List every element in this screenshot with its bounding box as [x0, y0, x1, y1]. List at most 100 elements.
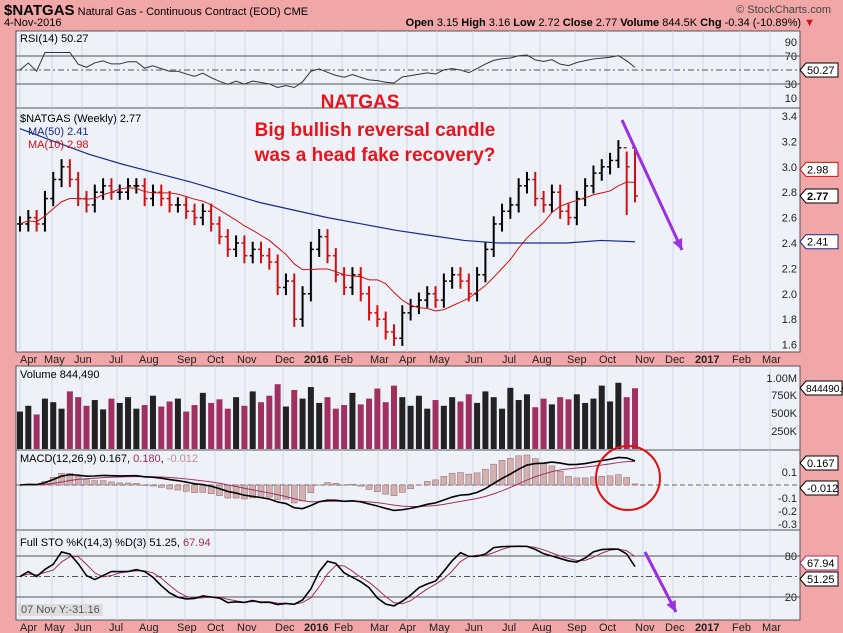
macd-histogram-bar [390, 484, 398, 496]
x-tick-label: Aug [532, 354, 552, 366]
macd-histogram-bar [66, 473, 74, 486]
stockcharts-brand[interactable]: © StockCharts.com [736, 4, 831, 16]
macd-histogram-bar [548, 465, 556, 486]
volume-bar [341, 405, 348, 449]
macd-histogram-bar [365, 484, 373, 490]
volume-bar [66, 391, 73, 449]
macd-histogram-bar [232, 484, 240, 499]
price-down-arrow [620, 119, 684, 251]
volume-bar [582, 402, 589, 449]
x-tick-label: Jun [465, 622, 483, 633]
x-tick-label: Jun [74, 622, 92, 633]
price-tick-label: 3.4 [782, 111, 797, 123]
x-tick-label: 2016 [304, 354, 328, 366]
macd-tick-label: 0.1 [782, 467, 797, 479]
x-tick-label: May [44, 354, 65, 366]
macd-histogram-bar [623, 477, 630, 486]
macd-histogram-bar [266, 484, 273, 498]
down-arrow-icon: ▼ [804, 17, 815, 29]
macd-histogram-bar [565, 476, 572, 486]
volume-bar [116, 402, 123, 449]
macd-hist-value: -0.012 [166, 453, 198, 465]
macd-histogram-bar [473, 472, 481, 486]
close-tag-box [799, 188, 839, 204]
x-tick-label: Aug [532, 622, 552, 633]
volume-bar [75, 397, 82, 449]
volume-bar [432, 400, 439, 449]
volume-bar [258, 402, 265, 449]
sto-tick-label: 80 [785, 551, 797, 563]
macd-histogram-bar [74, 476, 82, 486]
volume-bar [149, 395, 156, 449]
sto-label: Full STO %K(14,3) %D(3) 51.25, 67.94 [20, 537, 211, 549]
volume-bar [382, 402, 389, 449]
price-tick-label: 3.2 [782, 136, 797, 148]
macd-signal-line [19, 460, 636, 508]
volume-bar [332, 408, 339, 449]
volume-bar [590, 398, 597, 449]
macd-histogram-bar [241, 484, 248, 500]
macd-histogram-bar [523, 454, 531, 486]
macd-histogram-bar [291, 484, 298, 504]
macd-name: MACD(12,26,9) [20, 453, 97, 465]
volume-bar [490, 397, 497, 449]
x-tick-label: Feb [732, 354, 751, 366]
volume-bar [548, 404, 555, 449]
x-tick-label: Sep [177, 354, 197, 366]
x-tick-label: Jul [109, 622, 123, 633]
volume-bar [374, 388, 381, 449]
quote-key: Open [405, 17, 437, 29]
x-tick-label: Dec [275, 354, 295, 366]
rsi-tick-label: 90 [785, 37, 797, 49]
x-tick-label: Jun [465, 354, 483, 366]
volume-bar [291, 389, 298, 449]
macd-histogram-bar [407, 484, 414, 489]
ma50-line [19, 128, 636, 244]
quote-key: Low [513, 17, 539, 29]
volume-bar [424, 408, 431, 449]
sto-k-tag-box [799, 571, 839, 587]
macd-histogram-bar [158, 484, 165, 488]
volume-bar [307, 387, 314, 449]
x-tick-label: Sep [567, 354, 587, 366]
volume-label: Volume 844,490 [20, 369, 100, 381]
x-tick-label: Mar [370, 354, 389, 366]
x-tick-label: Sep [177, 622, 197, 633]
price-tick-label: 1.6 [782, 340, 797, 352]
volume-bar [465, 394, 472, 449]
arrow-head-icon [666, 600, 676, 612]
rsi-tick-label: 30 [785, 79, 797, 91]
macd-histogram-bar [532, 458, 539, 486]
macd-histogram-bar [108, 481, 115, 486]
macd-hist-tag: -0.012 [807, 483, 838, 495]
x-tick-label: 2016 [304, 622, 328, 633]
quote-key: Volume [620, 17, 663, 29]
macd-histogram-bar [490, 463, 497, 486]
volume-bar [249, 391, 256, 449]
macd-histogram-bar [349, 484, 356, 486]
volume-bar [183, 411, 190, 449]
volume-bar [474, 402, 481, 449]
macd-signal-value: 0.180 [133, 453, 161, 465]
volume-bar [573, 394, 580, 449]
macd-histogram-bar [133, 483, 140, 486]
price-label: $NATGAS (Weekly) 2.77 [20, 113, 142, 125]
ma10-line [19, 181, 636, 312]
x-tick-label: May [44, 622, 65, 633]
x-tick-label: Feb [334, 622, 353, 633]
annotation-title: NATGAS [320, 92, 400, 113]
volume-bar [25, 405, 32, 449]
chart-title: $NATGAS Natural Gas - Continuous Contrac… [4, 2, 308, 19]
sto-k-tag: 51.25 [807, 574, 835, 586]
macd-histogram-bar [606, 475, 614, 486]
macd-line [19, 456, 636, 512]
sto-d-tag-box [799, 555, 839, 571]
volume-bar [41, 398, 48, 449]
x-tick-label: Jul [502, 622, 516, 633]
volume-tick-label: 250K [771, 426, 797, 438]
volume-bar [83, 405, 90, 449]
rsi-tag-box [799, 62, 839, 78]
macd-tag-box [799, 455, 839, 471]
volume-bar [91, 400, 98, 449]
